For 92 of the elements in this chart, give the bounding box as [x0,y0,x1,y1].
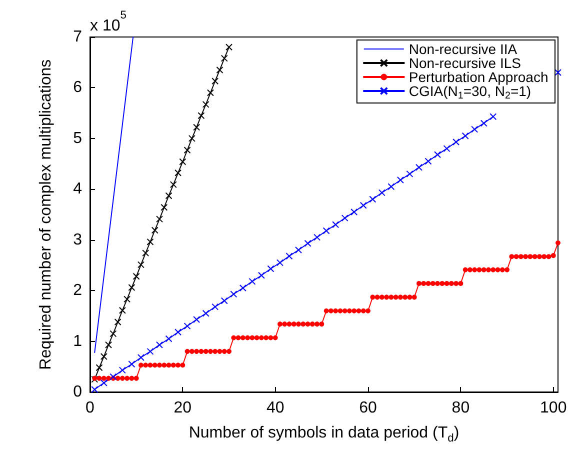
point [96,364,103,372]
point [295,246,302,254]
point [91,386,98,393]
point [322,227,330,234]
point [406,170,414,178]
point [332,221,340,228]
y-tick-label: 0 [73,384,82,400]
x-tick-label: 20 [174,400,192,416]
x-tick-label: 80 [452,400,470,416]
y-tick-label: 3 [73,231,82,248]
y-tick-label: 1 [73,332,82,350]
point [443,145,450,152]
point [110,373,117,380]
point [118,306,126,314]
point [212,78,219,85]
point [369,196,376,203]
point [378,189,386,196]
point [480,120,488,127]
point [100,379,108,386]
point [124,296,131,303]
y-tick-label: 2 [73,282,82,300]
y-axis-title: Required number of complex multiplications [38,59,54,370]
point [415,164,422,171]
point [276,259,284,266]
point [137,261,144,268]
y-tick-label: 7 [73,28,82,46]
point [151,226,158,234]
point [156,216,164,223]
legend-label: Perturbation Approach [408,69,548,85]
y-tick-label: 4 [73,180,82,198]
point [128,284,136,292]
point [314,234,321,241]
y-tick-label: 5 [73,130,82,147]
point [462,132,469,140]
point [239,284,246,292]
point [424,158,432,165]
point [146,238,154,246]
point [146,348,154,355]
point [388,183,395,190]
point [248,278,256,285]
point [350,208,358,216]
legend-label: Non-recursive ILS [408,55,521,71]
point [212,303,219,310]
point [206,89,214,96]
point [184,146,191,154]
point [179,158,186,166]
point [114,318,122,326]
point [184,322,191,330]
point [341,214,348,222]
point [230,290,238,298]
point [202,100,210,108]
point [165,335,172,342]
x-tick-label: 100 [540,400,567,416]
x-tick-label: 40 [266,400,284,416]
point [165,192,172,200]
point [258,272,265,279]
point [434,151,442,158]
point [198,112,205,120]
point [110,330,117,338]
legend-label: Non-recursive IIA [408,41,518,57]
point [490,113,497,120]
point [156,341,164,348]
point [267,265,274,272]
point [174,169,182,176]
point [128,360,136,368]
point [170,181,177,188]
point [137,354,144,362]
point [286,252,293,260]
point [304,240,312,247]
point [174,328,182,336]
point [142,250,150,257]
point [193,124,200,131]
point [396,176,404,184]
point [452,138,460,146]
point [360,202,367,209]
point [118,366,126,374]
point [220,54,228,62]
point [554,69,562,76]
x-tick-label: 60 [359,400,378,416]
point [193,316,200,323]
point [105,341,112,348]
point [202,310,210,317]
point [132,272,140,280]
point [100,353,108,360]
point [471,126,478,133]
point [216,66,224,74]
point [220,297,228,304]
point [188,134,196,142]
x-tick-label: 0 [86,400,95,416]
point [226,44,233,51]
point [160,204,168,211]
y-tick-label: 6 [73,79,82,96]
